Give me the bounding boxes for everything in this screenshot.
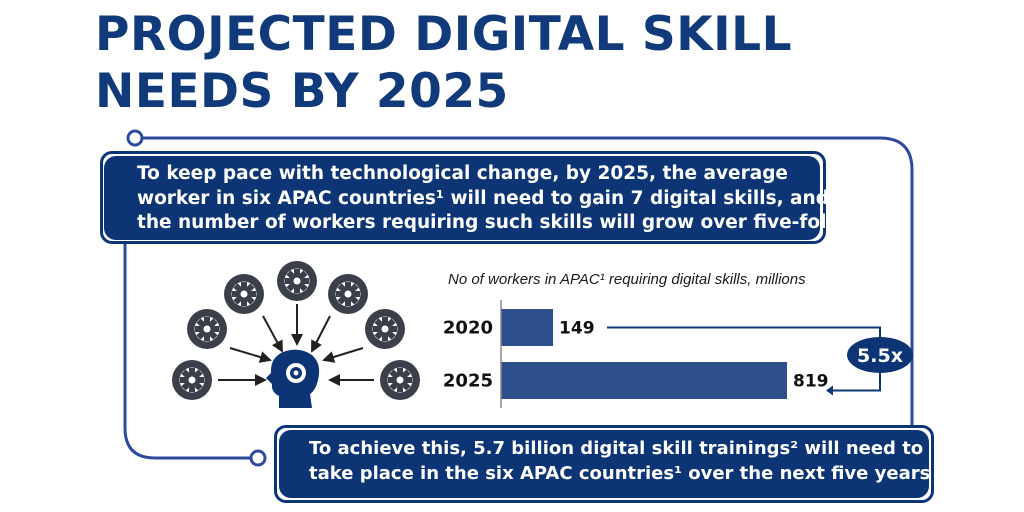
connector-arrowhead [826,385,833,396]
bottom-line-1: To achieve this, 5.7 billion digital ski… [309,438,924,459]
gear-icon [187,309,227,349]
intro-line-1: To keep pace with technological change, … [137,163,788,184]
bottom-line-2: take place in the six APAC countries¹ ov… [309,462,931,484]
title-line-2: NEEDS BY 2025 [95,64,509,119]
head-gear-icon [266,349,320,408]
category-label: 2020 [443,318,493,339]
bottom-banner: To achieve this, 5.7 billion digital ski… [279,430,931,498]
intro-banner: To keep pace with technological change, … [104,156,840,240]
intro-line-2: worker in six APAC countries¹ will need … [137,187,829,209]
gear-icon [172,360,212,400]
title-line-1: PROJECTED DIGITAL SKILL [95,7,793,62]
page-title: PROJECTED DIGITAL SKILL NEEDS BY 2025 [95,6,995,120]
bar-chart: 2020 149 2025 819 5.5x [443,300,913,408]
chart-title: No of workers in APAC¹ requiring digital… [448,271,806,288]
skills-illustration [172,261,420,408]
gear-icon [380,360,420,400]
bar [501,362,787,399]
gear-icon [328,274,368,314]
intro-line-3: the number of workers requiring such ski… [137,212,840,233]
multiplier-badge [847,337,913,373]
arrows [218,304,374,386]
gear-icon [365,309,405,349]
gear-icon [277,261,317,301]
value-label: 819 [793,372,829,392]
value-label: 149 [559,319,595,339]
bar [501,309,554,346]
gear-icon [224,274,264,314]
multiplier-badge-label: 5.5x [857,345,903,367]
category-label: 2025 [443,371,493,392]
